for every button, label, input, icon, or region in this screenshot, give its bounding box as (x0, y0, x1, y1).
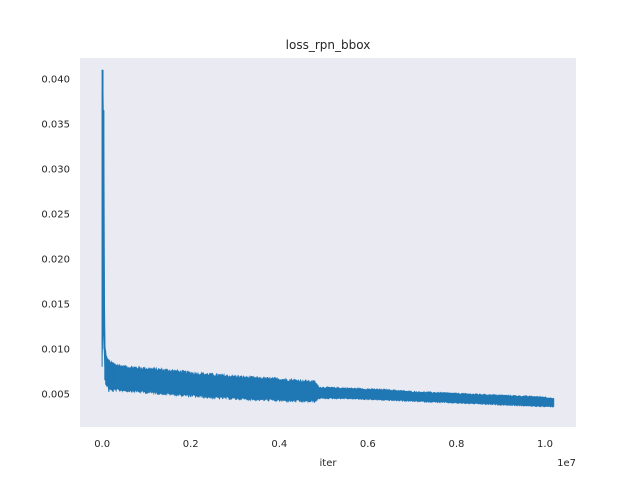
y-tick-label: 0.020 (41, 255, 70, 266)
series-line (101, 69, 114, 392)
y-tick-label: 0.015 (41, 300, 70, 311)
chart-title: loss_rpn_bbox (286, 38, 371, 52)
x-tick-label: 0.0 (94, 439, 110, 450)
y-tick-label: 0.005 (41, 390, 70, 401)
y-tick-label: 0.010 (41, 345, 70, 356)
x-tick-label: 0.6 (360, 439, 376, 450)
x-tick-label: 0.8 (448, 439, 464, 450)
plot-area (80, 58, 576, 427)
x-tick-label: 1.0 (537, 439, 553, 450)
x-tick-label: 0.4 (271, 439, 287, 450)
x-axis-ticks: 0.0 0.2 0.4 0.6 0.8 1.0 (94, 439, 553, 450)
y-tick-label: 0.035 (41, 120, 70, 131)
x-axis-offset-label: 1e7 (557, 458, 576, 469)
x-axis-label: iter (320, 458, 338, 469)
y-tick-label: 0.025 (41, 210, 70, 221)
series-band (101, 84, 555, 408)
series-layer (101, 69, 555, 408)
y-tick-label: 0.030 (41, 165, 70, 176)
y-tick-label: 0.040 (41, 75, 70, 86)
x-tick-label: 0.2 (183, 439, 199, 450)
y-axis-ticks: 0.005 0.010 0.015 0.020 0.025 0.030 0.035 0.040 (41, 75, 70, 401)
